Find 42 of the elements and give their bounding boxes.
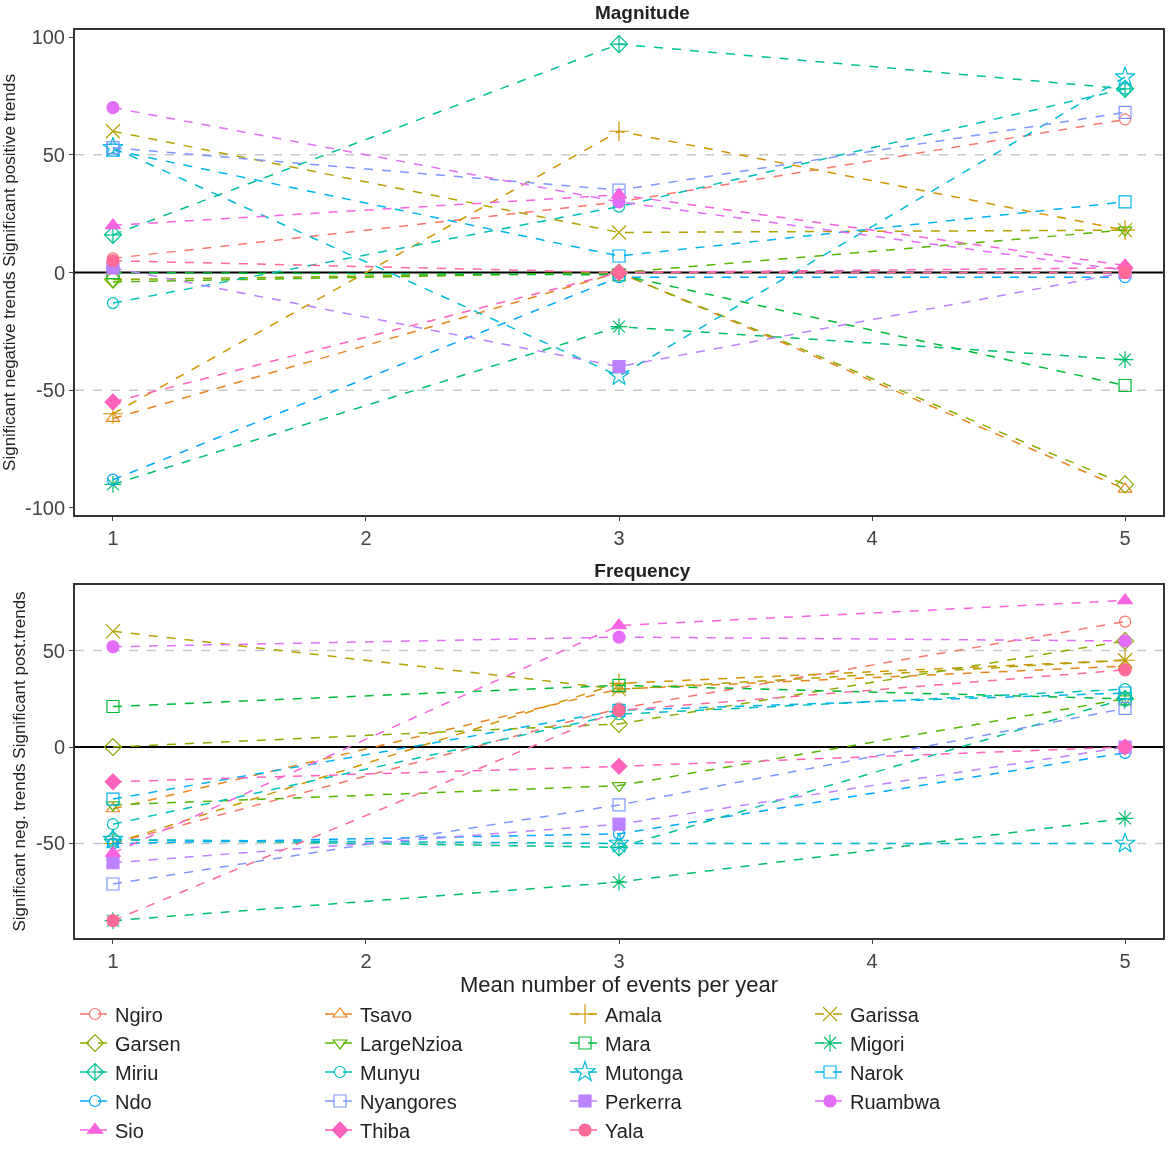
legend-label: Mutonga [605, 1061, 684, 1084]
legend-label: Ngiro [115, 1003, 163, 1026]
x-tick-label: 4 [866, 950, 878, 972]
legend-label: Yala [605, 1119, 645, 1142]
legend-label: Munyu [360, 1061, 421, 1084]
chart-title: Frequency [594, 560, 691, 582]
x-tick-label: 5 [1119, 950, 1131, 972]
legend-label: Migori [850, 1032, 905, 1055]
legend-label: Tsavo [360, 1003, 413, 1026]
x-tick-label: 1 [107, 527, 119, 549]
legend-label: Thiba [360, 1119, 411, 1142]
legend-label: Sio [115, 1119, 144, 1142]
y-tick-label: 0 [53, 736, 65, 759]
legend-label: Garsen [115, 1032, 181, 1055]
x-tick-label: 3 [613, 527, 625, 549]
legend-label: Amala [605, 1003, 663, 1026]
legend-label: Ndo [115, 1090, 152, 1113]
y-axis-title: Significant negative trends Significant positive trends [0, 74, 19, 471]
y-axis-title: Significant neg. trends Significant post.trends [10, 591, 30, 932]
legend-label: Perkerra [605, 1090, 683, 1113]
legend-label: Miriu [115, 1061, 159, 1084]
chart-title: Magnitude [594, 1, 690, 23]
x-tick-label: 4 [866, 527, 878, 549]
legend-label: LargeNzioa [360, 1032, 464, 1055]
legend-label: Ruambwa [850, 1090, 941, 1113]
x-axis-title: Mean number of events per year [460, 972, 778, 997]
x-tick-label: 5 [1119, 527, 1131, 549]
y-tick-label: -50 [36, 832, 65, 855]
x-tick-label: 2 [360, 950, 372, 972]
legend-label: Nyangores [360, 1090, 457, 1113]
legend-label: Garissa [850, 1003, 920, 1026]
legend-label: Narok [850, 1061, 905, 1084]
y-tick-label: 100 [31, 26, 65, 49]
y-tick-label: -100 [24, 496, 65, 519]
y-tick-label: 50 [42, 639, 65, 662]
x-tick-label: 1 [107, 950, 119, 972]
y-tick-label: 0 [53, 261, 65, 284]
x-tick-label: 2 [360, 527, 372, 549]
y-tick-label: -50 [36, 379, 65, 402]
x-tick-label: 3 [613, 950, 625, 972]
legend-label: Mara [605, 1032, 652, 1055]
y-tick-label: 50 [42, 143, 65, 166]
